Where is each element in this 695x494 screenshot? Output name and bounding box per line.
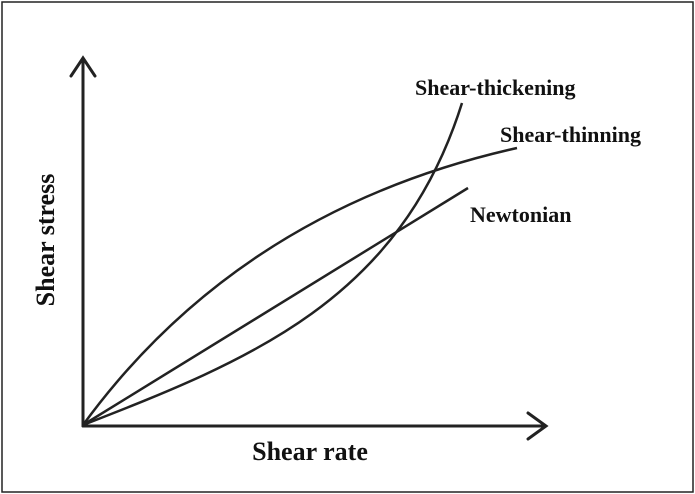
axes: [69, 55, 549, 441]
curve-label: Shear-thickening: [415, 75, 576, 100]
x-axis-label: Shear rate: [252, 437, 368, 466]
curve-label: Shear-thinning: [500, 122, 641, 147]
shear-thinning-curve: [81, 146, 518, 426]
x-arrow: [526, 411, 549, 441]
y-axis-label: Shear stress: [31, 174, 60, 307]
curve-label: Newtonian: [470, 202, 571, 227]
shear-thickening-curve: [82, 102, 464, 427]
curves: [81, 102, 518, 427]
y-arrow: [69, 55, 97, 78]
newtonian-curve: [82, 186, 469, 427]
